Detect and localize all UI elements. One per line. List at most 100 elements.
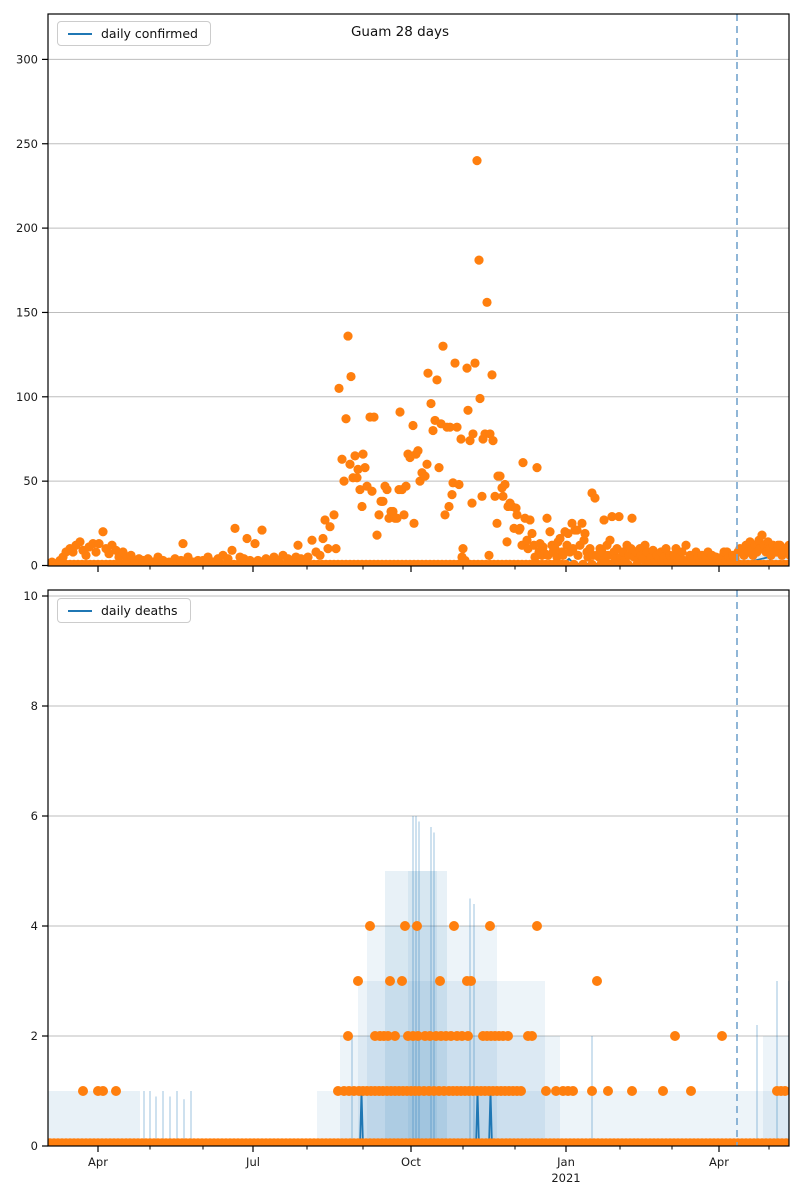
data-point[interactable] [323, 544, 333, 554]
data-point[interactable] [250, 538, 260, 549]
data-point[interactable] [78, 1086, 88, 1096]
data-point[interactable] [466, 976, 476, 986]
data-point[interactable] [353, 976, 363, 986]
data-point[interactable] [111, 1086, 121, 1096]
data-point[interactable] [399, 510, 409, 520]
data-point[interactable] [435, 976, 445, 986]
data-point[interactable] [498, 491, 508, 501]
data-point[interactable] [512, 510, 522, 520]
data-point[interactable] [390, 1031, 400, 1041]
data-point[interactable] [420, 471, 430, 481]
data-point[interactable] [303, 552, 313, 562]
data-point[interactable] [75, 537, 85, 547]
data-point[interactable] [525, 515, 535, 525]
data-point[interactable] [176, 555, 186, 566]
data-point[interactable] [614, 511, 624, 522]
data-point[interactable] [545, 527, 555, 537]
data-point[interactable] [484, 550, 494, 560]
data-point[interactable] [350, 451, 360, 461]
data-point[interactable] [661, 544, 671, 554]
data-point[interactable] [785, 1138, 795, 1148]
data-point[interactable] [367, 486, 377, 496]
data-point[interactable] [522, 535, 532, 545]
data-point[interactable] [242, 533, 252, 544]
data-point[interactable] [358, 449, 368, 459]
data-point[interactable] [518, 457, 528, 468]
data-point[interactable] [227, 545, 237, 555]
data-point[interactable] [495, 471, 505, 481]
data-point[interactable] [587, 1086, 597, 1096]
data-point[interactable] [325, 522, 335, 532]
data-point[interactable] [580, 528, 590, 539]
data-point[interactable] [382, 484, 392, 495]
data-point[interactable] [456, 434, 466, 444]
data-point[interactable] [627, 513, 637, 523]
data-point[interactable] [422, 459, 432, 469]
data-point[interactable] [365, 921, 375, 931]
data-point[interactable] [532, 463, 542, 473]
data-point[interactable] [757, 530, 767, 540]
data-point[interactable] [603, 1086, 613, 1096]
data-point[interactable] [488, 436, 498, 446]
data-point[interactable] [353, 464, 363, 474]
data-point[interactable] [783, 559, 792, 569]
data-point[interactable] [686, 1086, 696, 1096]
data-point[interactable] [474, 255, 484, 265]
data-point[interactable] [599, 515, 609, 525]
data-point[interactable] [450, 358, 460, 368]
data-point[interactable] [434, 463, 444, 473]
data-point[interactable] [558, 550, 568, 560]
data-point[interactable] [408, 420, 418, 431]
data-point[interactable] [223, 554, 233, 564]
data-point[interactable] [392, 513, 402, 523]
data-point[interactable] [423, 368, 433, 378]
data-point[interactable] [468, 429, 478, 439]
data-point[interactable] [577, 518, 587, 528]
data-point[interactable] [315, 550, 325, 560]
data-point[interactable] [627, 1086, 637, 1096]
data-point[interactable] [397, 976, 407, 986]
data-point[interactable] [487, 370, 497, 380]
data-point[interactable] [372, 530, 382, 540]
data-point[interactable] [503, 1031, 513, 1041]
data-point[interactable] [605, 535, 615, 545]
data-point[interactable] [658, 1086, 668, 1096]
data-point[interactable] [331, 544, 341, 554]
data-point[interactable] [454, 479, 464, 490]
data-point[interactable] [352, 473, 362, 483]
data-point[interactable] [475, 393, 485, 404]
data-point[interactable] [515, 523, 525, 533]
data-point[interactable] [413, 446, 423, 456]
data-point[interactable] [717, 1031, 727, 1041]
data-point[interactable] [369, 412, 379, 422]
data-point[interactable] [485, 921, 495, 931]
data-point[interactable] [257, 525, 267, 535]
data-point[interactable] [785, 550, 794, 560]
data-point[interactable] [293, 540, 303, 550]
data-point[interactable] [568, 544, 578, 554]
data-point[interactable] [385, 976, 395, 986]
data-point[interactable] [551, 1086, 561, 1096]
data-point[interactable] [395, 407, 405, 417]
data-point[interactable] [780, 1086, 790, 1096]
data-point[interactable] [91, 547, 101, 557]
data-point[interactable] [470, 358, 480, 368]
data-point[interactable] [472, 156, 482, 166]
data-point[interactable] [432, 375, 442, 385]
data-point[interactable] [98, 1086, 108, 1096]
data-point[interactable] [447, 490, 457, 500]
data-point[interactable] [670, 1031, 680, 1041]
data-point[interactable] [460, 555, 470, 566]
data-point[interactable] [579, 535, 589, 545]
data-point[interactable] [307, 535, 317, 545]
data-point[interactable] [677, 547, 687, 557]
data-point[interactable] [527, 528, 537, 539]
data-point[interactable] [541, 1086, 551, 1096]
data-point[interactable] [532, 921, 542, 931]
data-point[interactable] [94, 538, 104, 549]
data-point[interactable] [412, 921, 422, 931]
data-point[interactable] [492, 518, 502, 528]
data-point[interactable] [413, 1031, 423, 1041]
data-point[interactable] [463, 405, 473, 415]
data-point[interactable] [343, 331, 353, 341]
